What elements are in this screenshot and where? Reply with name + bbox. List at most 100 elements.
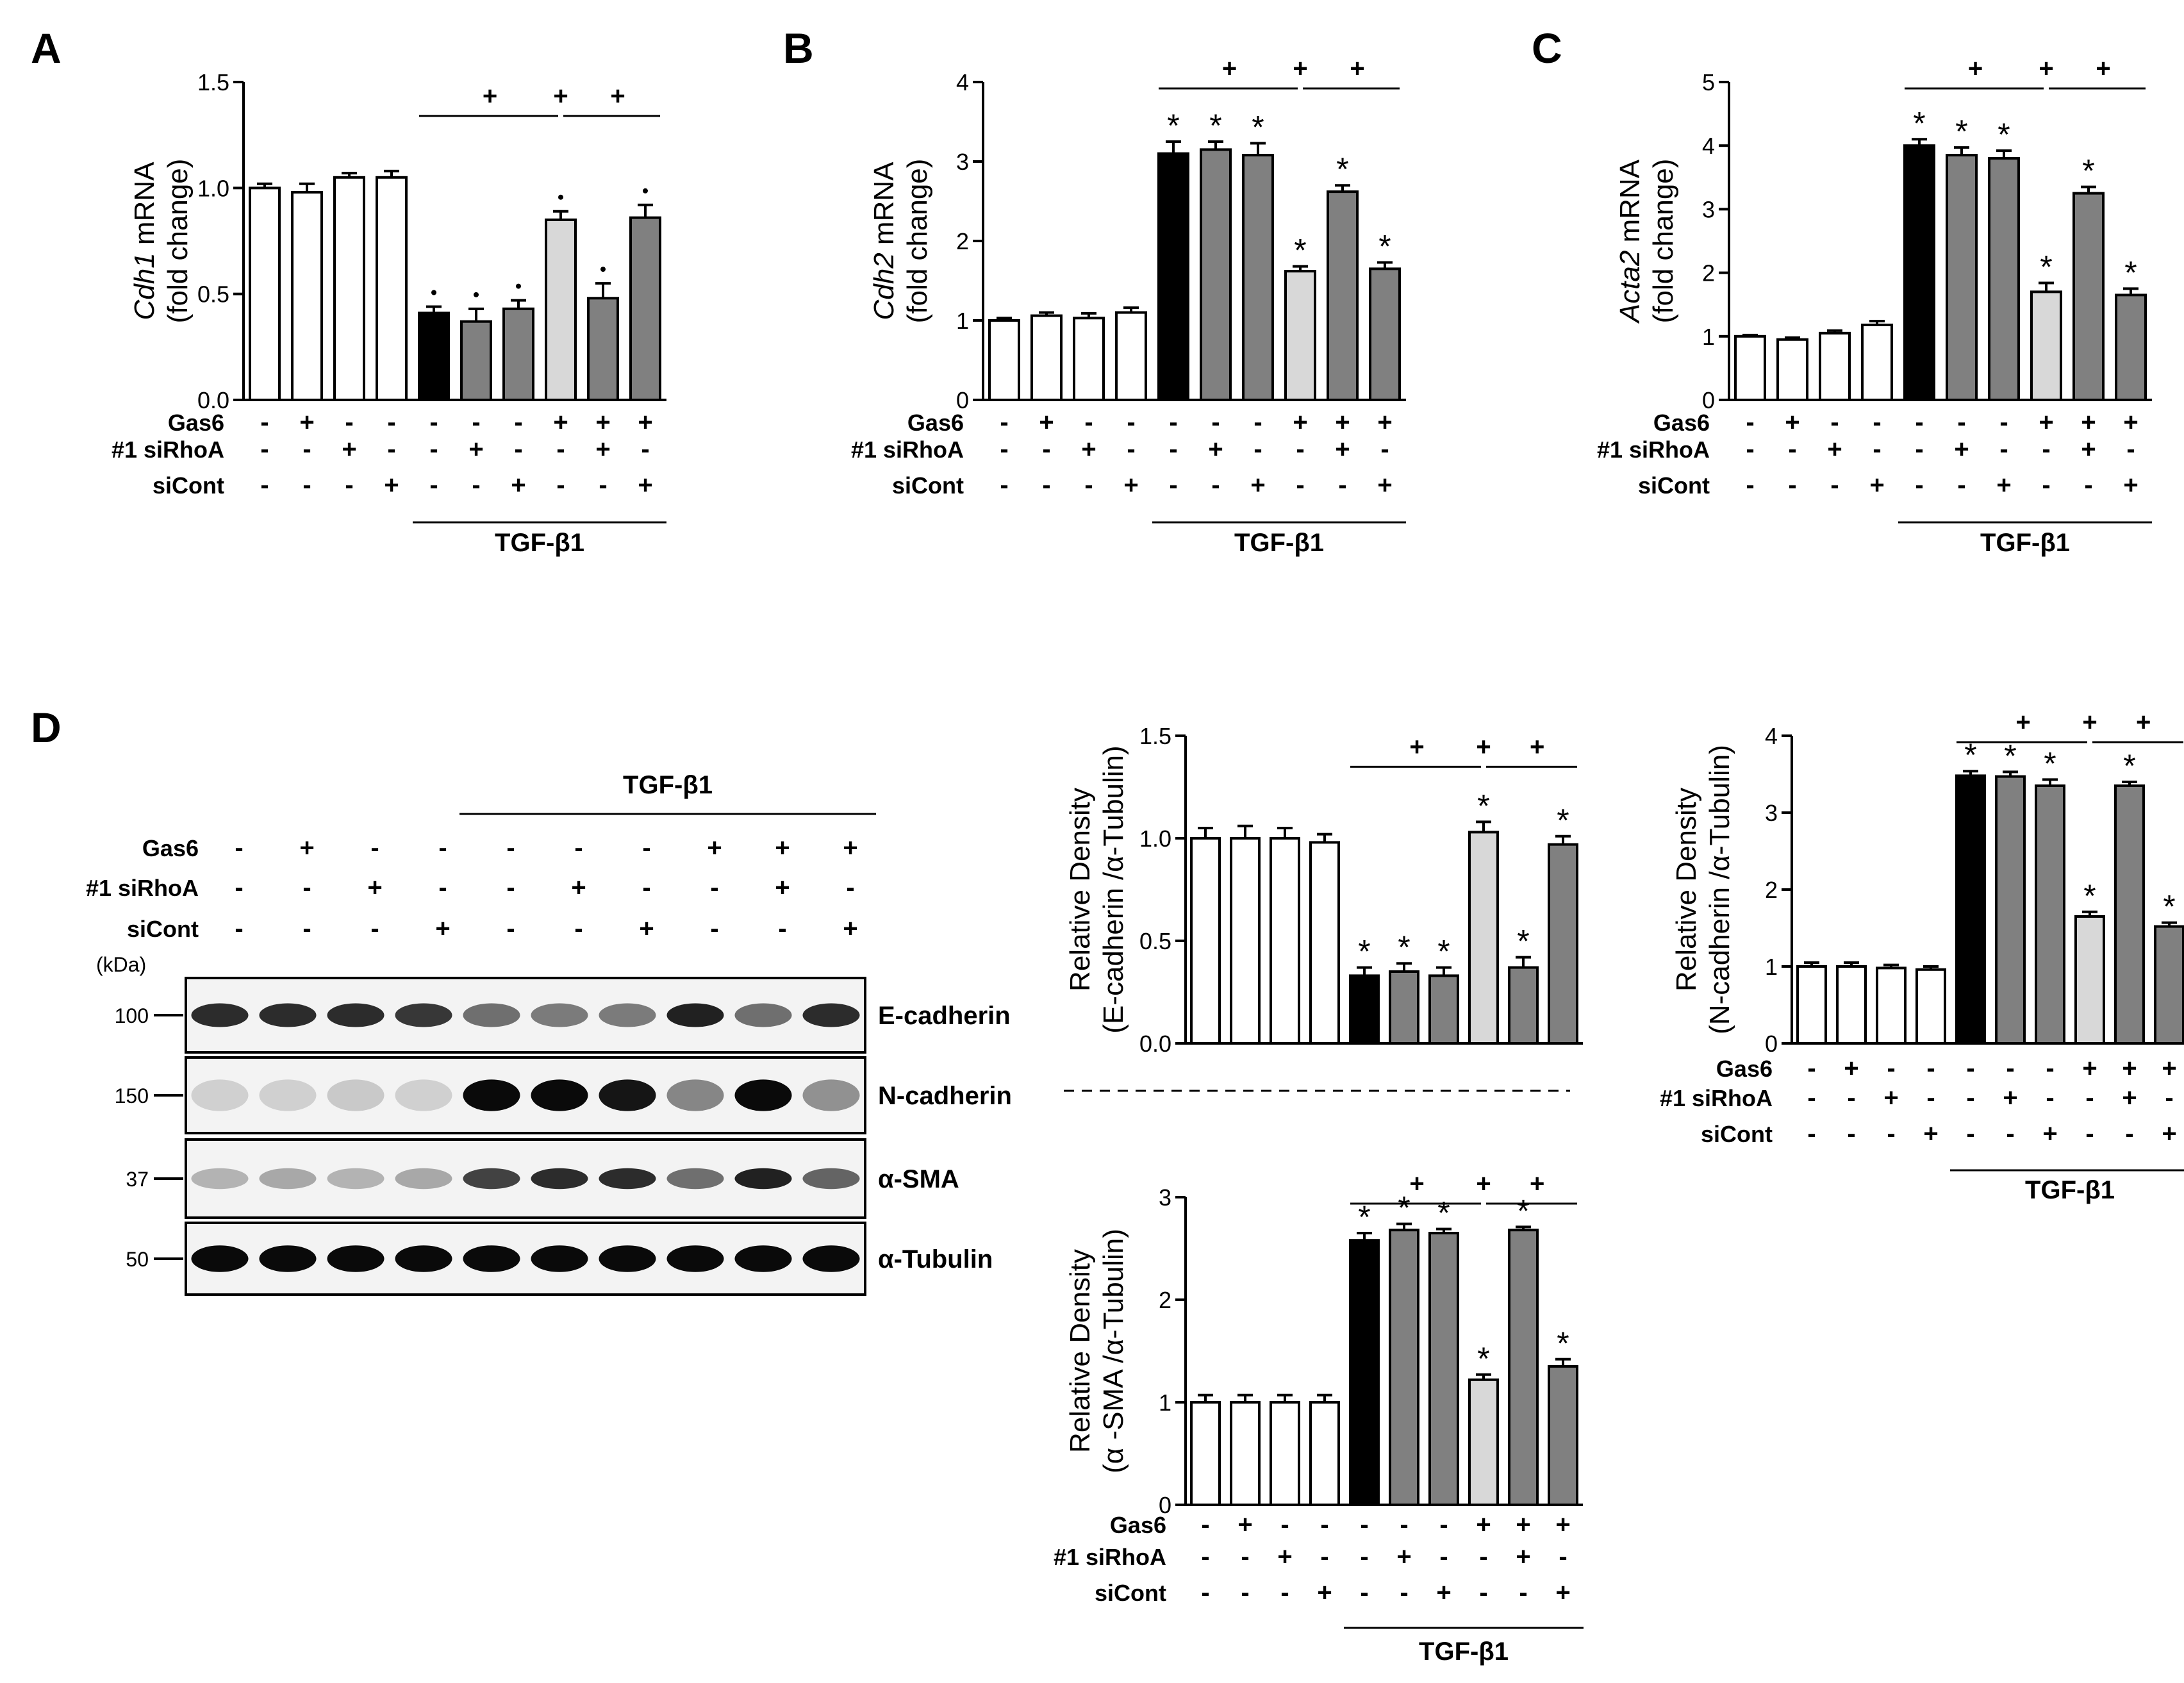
bar — [629, 216, 661, 401]
bar — [1349, 1239, 1380, 1506]
row-label-sirhoa: #1 siRhoA — [1054, 1544, 1166, 1570]
treatment-sign: - — [1000, 435, 1008, 463]
y-tick-label: 1.5 — [197, 69, 229, 95]
y-axis-label: Cdh1 mRNA — [129, 162, 160, 320]
treatment-sign: + — [2162, 1120, 2176, 1148]
significance-star: * — [1437, 1195, 1450, 1231]
treatment-sign: - — [1746, 471, 1754, 499]
treatment-sign: + — [2122, 1054, 2137, 1082]
bar — [1548, 843, 1578, 1045]
significance-star: * — [1998, 117, 2010, 153]
treatment-sign: - — [599, 471, 607, 499]
treatment-sign: + — [1293, 408, 1307, 436]
y-tick-label: 0.0 — [197, 387, 229, 413]
y-axis-label: Relative Density — [1671, 788, 1702, 991]
treatment-sign: - — [1807, 1054, 1816, 1082]
treatment-sign: - — [1211, 408, 1220, 436]
treatment-sign: + — [342, 435, 356, 463]
treatment-sign: - — [1084, 471, 1093, 499]
treatment-sign: + — [2003, 1084, 2017, 1112]
treatment-sign: - — [1320, 1543, 1328, 1571]
significance-star: * — [2044, 745, 2056, 781]
bar — [1776, 338, 1808, 402]
y-axis-label-line2: (fold change) — [1648, 159, 1679, 324]
mw-marker-label: 150 — [115, 1084, 149, 1107]
bar — [2114, 784, 2145, 1045]
significance-star: * — [1358, 1199, 1370, 1235]
y-tick-label: 2 — [1702, 260, 1715, 286]
mw-marker-label: 37 — [126, 1168, 149, 1191]
treatment-sign: - — [1559, 1543, 1567, 1571]
treatment-sign: - — [345, 408, 353, 436]
blot-band — [734, 1003, 792, 1027]
blot-row-label-gas6: Gas6 — [142, 835, 199, 861]
bar — [1876, 966, 1907, 1045]
row-label-gas6: Gas6 — [168, 410, 224, 436]
y-tick-label: 1 — [956, 308, 969, 334]
blot-treatment-sign: + — [367, 874, 382, 902]
significance-star: * — [1252, 109, 1264, 145]
blot-row-label-sicont: siCont — [127, 916, 199, 942]
bar — [545, 218, 577, 401]
blot-band — [666, 1079, 724, 1111]
treatment-sign: - — [472, 408, 480, 436]
treatment-sign: - — [1887, 1120, 1895, 1148]
blot-band — [327, 1245, 385, 1272]
bar — [1242, 154, 1274, 402]
treatment-sign: - — [1127, 408, 1135, 436]
blot-treatment-sign: - — [574, 834, 583, 862]
y-tick-label: 3 — [1159, 1184, 1171, 1211]
y-tick-label: 5 — [1702, 69, 1715, 95]
blot-band — [802, 1079, 860, 1111]
blot-band — [327, 1003, 385, 1027]
blot-band — [802, 1003, 860, 1027]
y-axis-label: Cdh2 mRNA — [868, 162, 900, 320]
blot-band — [531, 1168, 588, 1190]
blot-band — [327, 1079, 385, 1111]
y-axis-label-gene: Acta2 — [1614, 251, 1646, 325]
blot-label: E-cadherin — [878, 1002, 1011, 1030]
bar — [249, 187, 281, 401]
significance-star: * — [2123, 748, 2135, 784]
treatment-sign: - — [1360, 1543, 1368, 1571]
treatment-sign: - — [1807, 1084, 1816, 1112]
comparison-plus: + — [1968, 54, 1983, 83]
y-tick-label: 3 — [956, 149, 969, 175]
blot-band — [463, 1003, 520, 1027]
treatment-sign: - — [1439, 1543, 1448, 1571]
comparison-plus: + — [1530, 733, 1544, 761]
row-label-gas6: Gas6 — [1110, 1512, 1166, 1538]
blot-band — [599, 1168, 656, 1190]
bar — [376, 176, 408, 401]
significance-star: * — [2083, 878, 2096, 914]
treatment-sign: + — [1250, 471, 1265, 499]
y-tick-label: 0 — [1702, 387, 1715, 413]
blot-band — [666, 1003, 724, 1027]
y-tick-label: 0 — [1765, 1031, 1778, 1057]
y-tick-label: 1.0 — [197, 175, 229, 201]
bar — [1284, 270, 1316, 401]
treatment-sign: - — [2046, 1084, 2054, 1112]
treatment-sign: + — [1555, 1511, 1570, 1539]
y-axis-label-line2: (α -SMA /α-Tubulin) — [1098, 1229, 1129, 1473]
bar — [333, 176, 365, 401]
mw-marker-label: 100 — [115, 1004, 149, 1027]
treatment-sign: - — [429, 408, 438, 436]
bar — [1270, 1401, 1300, 1506]
significance-star: * — [1955, 113, 1967, 149]
blot-band — [191, 1079, 249, 1111]
significance-star: * — [1517, 924, 1529, 959]
significance-star: * — [1964, 737, 1976, 773]
bar — [1309, 1401, 1340, 1506]
treatment-sign: - — [1957, 408, 1965, 436]
treatment-sign: - — [2042, 471, 2050, 499]
bar — [1508, 966, 1539, 1045]
blot-band — [191, 1168, 249, 1190]
treatment-sign: - — [514, 435, 522, 463]
blot-band — [259, 1003, 317, 1027]
treatment-sign: - — [2126, 435, 2135, 463]
treatment-sign: - — [1966, 1084, 1974, 1112]
comparison-plus: + — [2015, 708, 2030, 736]
blot-band — [666, 1168, 724, 1190]
